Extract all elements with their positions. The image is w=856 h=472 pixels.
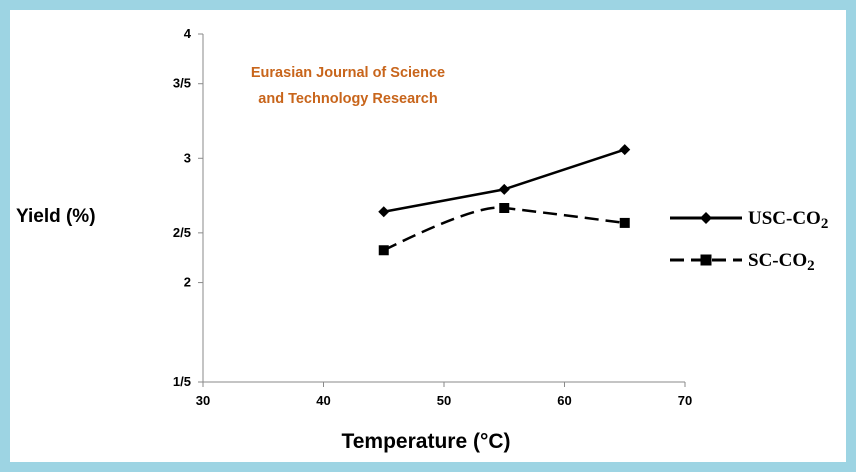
x-tick-label: 50 (437, 393, 451, 408)
data-point (498, 183, 510, 195)
y-tick-label: 3 (184, 150, 191, 165)
y-tick-label: 2 (184, 275, 191, 290)
series-1 (378, 144, 631, 218)
y-tick-label: 1/5 (173, 374, 191, 389)
series-line (383, 148, 626, 213)
legend: USC-CO2 SC-CO2 (670, 208, 828, 274)
legend-marker (700, 212, 712, 224)
y-tick-label: 2/5 (173, 225, 191, 240)
legend-label: SC-CO2 (748, 250, 815, 274)
x-tick-label: 40 (316, 393, 330, 408)
legend-marker (700, 254, 712, 266)
watermark-line-2: and Technology Research (258, 91, 437, 107)
series-line (383, 206, 625, 252)
line-chart: 1/5 2 2/5 3 3/5 4 30 40 50 60 70 Eurasian Journal… (16, 26, 828, 453)
y-axis-ticks: 1/5 2 2/5 3 3/5 4 (173, 26, 203, 389)
y-tick-label: 4 (184, 26, 192, 41)
data-point (619, 217, 630, 228)
legend-label: USC-CO2 (748, 208, 828, 232)
x-tick-label: 70 (678, 393, 692, 408)
x-tick-label: 30 (196, 393, 210, 408)
y-tick-label: 3/5 (173, 76, 191, 91)
data-point (378, 245, 389, 256)
x-axis-label: Temperature (°C) (341, 430, 510, 453)
data-point (619, 144, 631, 156)
series-2 (378, 203, 630, 256)
data-point (499, 203, 510, 213)
x-tick-label: 60 (557, 393, 571, 408)
series-layer (378, 144, 631, 256)
watermark-line-1: Eurasian Journal of Science (251, 65, 445, 81)
x-axis-ticks: 30 40 50 60 70 (196, 382, 692, 408)
data-point (378, 206, 390, 218)
y-axis-label: Yield (%) (16, 206, 96, 227)
axes (202, 34, 685, 383)
